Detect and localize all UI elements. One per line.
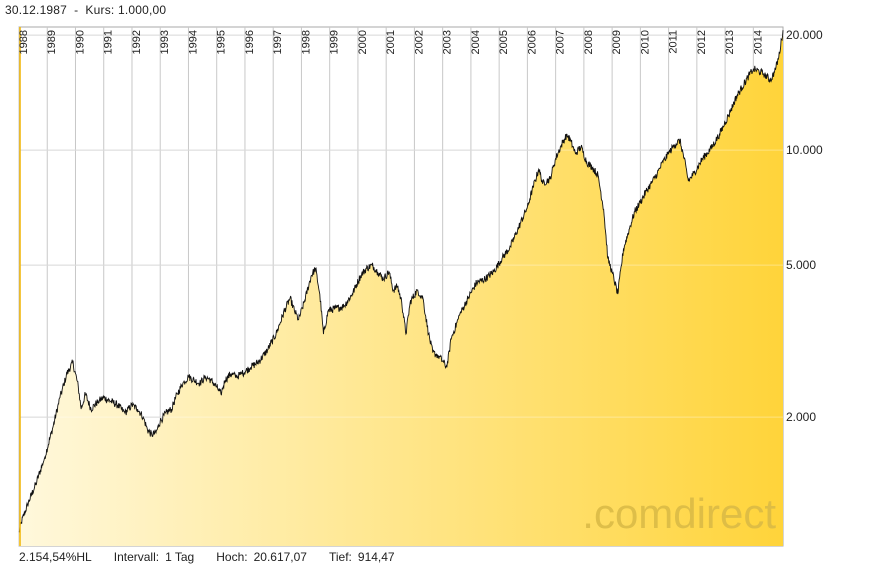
interval-label: Intervall:	[113, 550, 160, 564]
year-label-1989: 1989	[46, 30, 58, 54]
y-label-5000: 5.000	[786, 258, 816, 272]
year-label-2004: 2004	[470, 30, 482, 54]
year-label-2011: 2011	[668, 30, 680, 54]
year-label-2012: 2012	[696, 30, 708, 54]
comdirect-watermark: .comdirect	[582, 490, 776, 537]
y-label-10000: 10.000	[786, 143, 823, 157]
high-label: Hoch:	[216, 550, 248, 564]
price-value: 1.000,00	[117, 3, 167, 17]
low-value: 914,47	[357, 550, 395, 564]
year-label-1998: 1998	[300, 30, 312, 54]
interval-value: 1 Tag	[165, 550, 195, 564]
year-label-2003: 2003	[442, 30, 454, 54]
x-axis-year-labels: 1988 1989 1990 1991 1992 1993 1994 1995 1996 1997…	[18, 30, 764, 54]
y-label-2000: 2.000	[786, 410, 816, 424]
year-label-1988: 1988	[18, 30, 30, 54]
year-label-1997: 1997	[272, 30, 284, 54]
year-label-2014: 2014	[752, 30, 764, 54]
start-date: 30.12.1987	[5, 3, 68, 17]
year-label-1992: 1992	[131, 30, 143, 54]
high-value: 20.617,07	[253, 550, 307, 564]
year-label-1995: 1995	[216, 30, 228, 54]
year-label-2002: 2002	[413, 30, 425, 54]
year-label-1994: 1994	[187, 30, 199, 54]
year-label-2009: 2009	[611, 30, 623, 54]
horizontal-gridlines-overlay	[19, 34, 783, 418]
year-label-2013: 2013	[724, 30, 736, 54]
year-label-2001: 2001	[385, 30, 397, 54]
price-area	[19, 30, 783, 546]
price-line	[18, 30, 784, 533]
year-label-1990: 1990	[74, 30, 86, 54]
low-label: Tief:	[328, 550, 352, 564]
chart-footer: 2.154,54%HL Intervall: 1 Tag Hoch: 20.617,07…	[19, 550, 395, 564]
year-label-2006: 2006	[526, 30, 538, 54]
y-label-20000: 20.000	[786, 28, 823, 42]
year-label-1991: 1991	[103, 30, 115, 54]
chart-header: 30.12.1987 - Kurs: 1.000,00	[5, 3, 166, 17]
price-label: Kurs:	[85, 3, 115, 17]
year-label-1996: 1996	[244, 30, 256, 54]
header-separator: -	[74, 3, 79, 17]
performance-value: 2.154,54%HL	[19, 550, 92, 564]
year-label-1993: 1993	[159, 30, 171, 54]
year-label-2010: 2010	[639, 30, 651, 54]
year-label-2008: 2008	[583, 30, 595, 54]
year-label-2000: 2000	[357, 30, 369, 54]
year-label-1999: 1999	[329, 30, 341, 54]
year-label-2005: 2005	[498, 30, 510, 54]
y-axis-labels: 2.000 5.000 10.000 20.000	[786, 28, 823, 424]
year-label-2007: 2007	[555, 30, 567, 54]
